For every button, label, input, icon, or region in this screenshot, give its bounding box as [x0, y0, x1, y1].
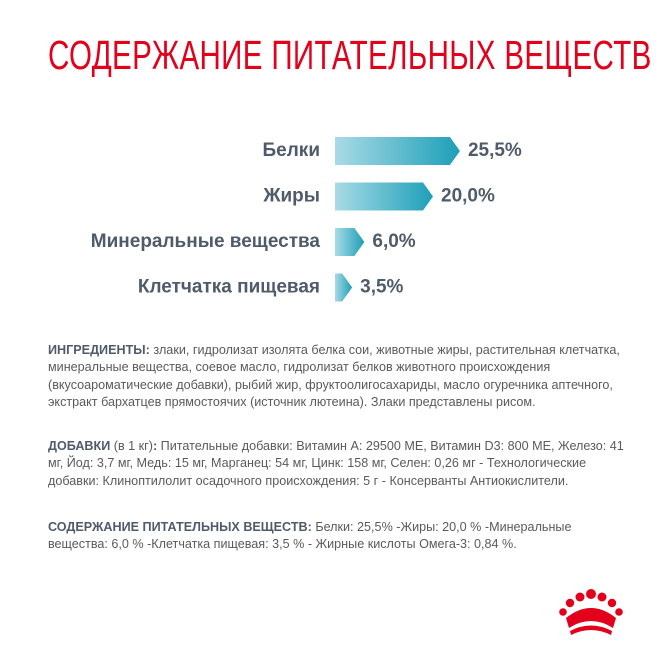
category-label: Белки [263, 140, 320, 161]
bar [335, 182, 433, 211]
title: СОДЕРЖАНИЕ ПИТАТЕЛЬНЫХ ВЕЩЕСТВ [48, 32, 652, 78]
value-label: 3,5% [360, 277, 403, 298]
nutrients-text: Белки: 25,5% -Жиры: 20,0 % -Минеральные … [48, 520, 572, 552]
nutrients-heading: СОДЕРЖАНИЕ ПИТАТЕЛЬНЫХ ВЕЩЕСТВ: [48, 520, 312, 534]
additives-note: (в 1 кг) [113, 439, 153, 453]
category-label: Минеральные вещества [91, 231, 321, 252]
additives-heading: ДОБАВКИ [48, 439, 111, 453]
value-label: 20,0% [441, 186, 495, 207]
nutrients: СОДЕРЖАНИЕ ПИТАТЕЛЬНЫХ ВЕЩЕСТВ: Белки: 2… [48, 519, 628, 554]
chart: Белки 25,5% Жиры 20,0% Минеральные вещества 6… [91, 137, 522, 302]
category-label: Жиры [262, 186, 320, 207]
ingredients-text: злаки, гидролизат изолята белка сои, жив… [48, 343, 620, 409]
value-label: 25,5% [468, 140, 522, 161]
category-label: Клетчатка пищевая [138, 277, 320, 298]
value-label: 6,0% [372, 231, 415, 252]
additives-text: Питательные добавки: Витамин А: 29500 МЕ… [48, 439, 624, 488]
bar [335, 273, 353, 302]
ingredients-heading: ИНГРЕДИЕНТЫ: [48, 343, 150, 357]
ingredients: ИНГРЕДИЕНТЫ: злаки, гидролизат изолята б… [48, 342, 628, 411]
additives-colon: : [152, 439, 158, 453]
additives: ДОБАВКИ (в 1 кг): Питательные добавки: В… [48, 438, 628, 490]
bar [335, 137, 460, 165]
logo [559, 589, 623, 635]
bar [335, 228, 365, 256]
